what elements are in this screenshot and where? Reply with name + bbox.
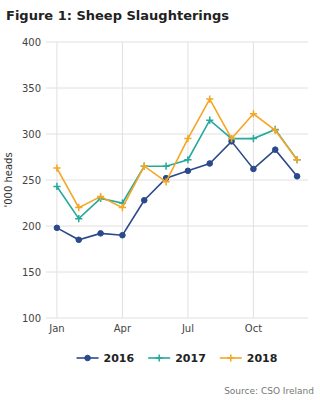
series xyxy=(53,117,300,223)
title: Figure 1: Sheep Slaughterings xyxy=(6,8,229,23)
y-axis-label: '000 heads xyxy=(3,152,14,207)
point xyxy=(294,174,300,180)
x-grid-line xyxy=(253,42,254,318)
point xyxy=(141,163,148,170)
series xyxy=(54,139,300,243)
legend-item: 2018 xyxy=(220,352,278,365)
legend-marker xyxy=(227,354,234,361)
y-tick-label: 400 xyxy=(22,37,41,48)
y-grid-line xyxy=(46,272,308,273)
point xyxy=(206,117,213,124)
point xyxy=(119,204,126,211)
y-tick-label: 100 xyxy=(22,313,41,324)
x-tick-label: Jan xyxy=(48,323,64,334)
x-tick-label: Jul xyxy=(181,323,194,334)
y-tick-label: 300 xyxy=(22,129,41,140)
point xyxy=(162,178,169,185)
y-grid-line xyxy=(46,180,308,181)
point xyxy=(272,127,279,134)
point xyxy=(207,161,213,167)
point xyxy=(120,232,126,238)
x-tick-label: Oct xyxy=(245,323,262,334)
point xyxy=(141,197,147,203)
x-tick-label: Apr xyxy=(114,323,132,334)
point xyxy=(293,156,300,163)
point xyxy=(53,183,60,190)
plot-area xyxy=(53,95,300,242)
point xyxy=(228,135,235,142)
point xyxy=(206,95,213,102)
y-grid-line xyxy=(46,318,308,319)
y-grid-line xyxy=(46,42,308,43)
legend-marker xyxy=(85,355,91,361)
x-grid-line xyxy=(122,42,123,318)
legend-marker xyxy=(156,354,163,361)
line xyxy=(57,99,297,208)
x-grid-line xyxy=(187,42,188,318)
point xyxy=(75,204,82,211)
y-grid-line xyxy=(46,226,308,227)
legend: 2016 2017 2018 xyxy=(77,352,278,365)
point xyxy=(97,193,104,200)
point xyxy=(98,231,104,237)
point xyxy=(75,215,82,222)
chart: Figure 1: Sheep Slaughterings 100 150 200 25… xyxy=(0,0,320,400)
line xyxy=(57,120,297,218)
legend-item: 2016 xyxy=(77,352,135,365)
x-grid-line xyxy=(56,42,57,318)
point xyxy=(272,147,278,153)
point xyxy=(184,135,191,142)
series xyxy=(53,95,300,211)
grid xyxy=(46,42,308,318)
line xyxy=(57,141,297,239)
point xyxy=(162,163,169,170)
point xyxy=(250,135,257,142)
legend-item: 2017 xyxy=(148,352,206,365)
y-tick-label: 150 xyxy=(22,267,41,278)
point xyxy=(250,110,257,117)
legend-label: 2017 xyxy=(175,352,206,365)
point xyxy=(76,237,82,243)
y-grid-line xyxy=(46,134,308,135)
point xyxy=(53,164,60,171)
y-grid-line xyxy=(46,88,308,89)
point xyxy=(54,225,60,231)
annotation: Source: CSO Ireland xyxy=(224,386,314,396)
point xyxy=(185,168,191,174)
point xyxy=(251,166,257,172)
y-tick-label: 250 xyxy=(22,175,41,186)
point xyxy=(184,156,191,163)
y-tick-label: 200 xyxy=(22,221,41,232)
legend-label: 2016 xyxy=(104,352,135,365)
legend-label: 2018 xyxy=(247,352,278,365)
y-tick-label: 350 xyxy=(22,83,41,94)
